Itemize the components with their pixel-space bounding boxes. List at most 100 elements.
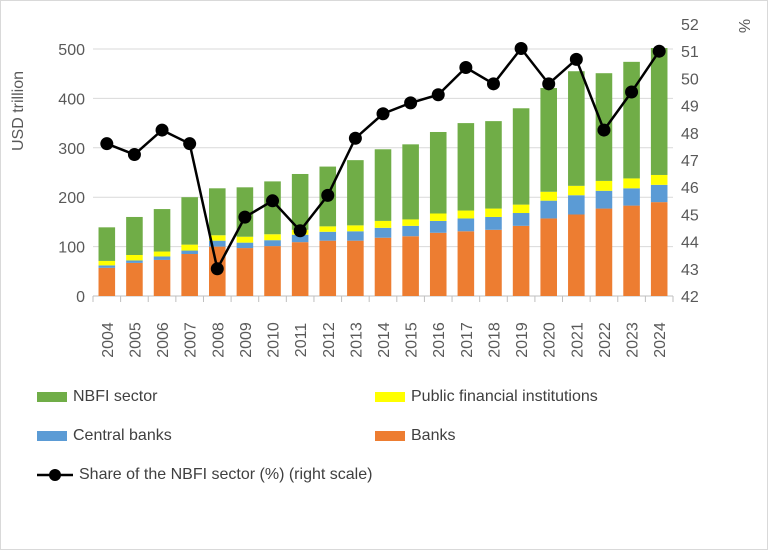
line-point xyxy=(652,44,666,58)
x-tick-label: 2024 xyxy=(652,322,669,358)
bar-public-financial-institutions xyxy=(457,210,475,219)
bar-central-banks xyxy=(347,231,364,241)
bar-public-financial-institutions xyxy=(126,254,143,261)
bar-public-financial-institutions xyxy=(264,234,281,241)
bar-public-financial-institutions xyxy=(429,213,447,221)
legend-label: NBFI sector xyxy=(73,388,158,405)
line-point xyxy=(266,194,280,208)
legend-nbfi: NBFI sector xyxy=(37,388,157,406)
legend-label: Banks xyxy=(411,427,456,444)
y2-tick-label: 46 xyxy=(681,180,699,197)
y-tick-label: 200 xyxy=(58,190,85,207)
bar-central-banks xyxy=(485,216,502,230)
bar-banks xyxy=(319,240,337,296)
y2-axis-label: % xyxy=(735,19,752,33)
legend-label: Central banks xyxy=(73,427,172,444)
bar-public-financial-institutions xyxy=(568,185,585,196)
bar-banks xyxy=(126,262,143,296)
bar-central-banks xyxy=(623,188,640,206)
bar-nbfi-sector xyxy=(347,160,364,226)
bar-banks xyxy=(153,259,171,296)
legend-swatch xyxy=(37,431,67,441)
x-tick-label: 2007 xyxy=(183,322,200,358)
bar-central-banks xyxy=(264,240,281,247)
bar-central-banks xyxy=(181,250,198,255)
line-point xyxy=(404,96,418,110)
legend-share: Share of the NBFI sector (%) (right scal… xyxy=(37,466,372,484)
y-tick-label: 400 xyxy=(58,91,85,108)
line-point xyxy=(100,137,114,151)
bar-central-banks xyxy=(512,213,530,226)
bar-public-financial-institutions xyxy=(650,174,668,185)
bar-nbfi-sector xyxy=(374,149,392,221)
bar-central-banks xyxy=(374,227,392,238)
line-point xyxy=(459,61,473,75)
y-tick-label: 500 xyxy=(58,42,85,59)
x-tick-label: 2020 xyxy=(542,322,559,358)
bar-public-financial-institutions xyxy=(374,220,392,228)
bar-nbfi-sector xyxy=(264,181,281,235)
x-tick-label: 2012 xyxy=(321,322,338,358)
bar-central-banks xyxy=(650,184,668,203)
bar-public-financial-institutions xyxy=(402,219,419,226)
bar-public-financial-institutions xyxy=(595,180,613,191)
bar-banks xyxy=(457,231,475,296)
y2-tick-label: 42 xyxy=(681,289,699,306)
bar-public-financial-institutions xyxy=(98,260,116,266)
y2-tick-label: 51 xyxy=(681,44,699,61)
bar-nbfi-sector xyxy=(623,61,640,179)
bar-nbfi-sector xyxy=(291,173,309,230)
x-tick-label: 2018 xyxy=(486,322,503,358)
bar-banks xyxy=(236,248,254,296)
bar-banks xyxy=(623,205,640,296)
bar-public-financial-institutions xyxy=(623,178,640,189)
bar-public-financial-institutions xyxy=(347,225,364,232)
bar-nbfi-sector xyxy=(181,197,198,245)
line-point xyxy=(127,148,141,162)
x-tick-label: 2004 xyxy=(100,322,117,358)
x-tick-label: 2009 xyxy=(238,322,255,358)
bar-nbfi-sector xyxy=(209,188,226,236)
bar-banks xyxy=(402,236,419,296)
bar-central-banks xyxy=(402,225,419,237)
bar-banks xyxy=(264,246,281,296)
bar-public-financial-institutions xyxy=(512,204,530,214)
y-tick-label: 100 xyxy=(58,240,85,257)
line-point xyxy=(293,224,307,238)
bar-central-banks xyxy=(540,200,557,219)
bar-banks xyxy=(181,254,198,296)
line-point xyxy=(597,123,611,137)
y2-tick-label: 45 xyxy=(681,207,699,224)
bar-central-banks xyxy=(319,231,337,241)
x-tick-label: 2019 xyxy=(514,322,531,358)
line-point xyxy=(514,41,528,55)
x-tick-label: 2013 xyxy=(348,322,365,358)
bar-public-financial-institutions xyxy=(485,208,502,217)
bar-public-financial-institutions xyxy=(236,236,254,243)
y2-tick-label: 52 xyxy=(681,17,699,34)
bar-central-banks xyxy=(291,234,309,243)
x-tick-label: 2017 xyxy=(459,322,476,358)
x-tick-label: 2006 xyxy=(155,322,172,358)
x-tick-label: 2010 xyxy=(266,322,283,358)
bar-central-banks xyxy=(98,265,116,268)
line-point xyxy=(376,107,390,121)
x-tick-label: 2016 xyxy=(431,322,448,358)
bar-nbfi-sector xyxy=(126,216,143,255)
legend-swatch xyxy=(375,392,405,402)
bar-banks xyxy=(347,240,364,296)
bar-public-financial-institutions xyxy=(181,244,198,251)
bar-banks xyxy=(568,214,585,296)
y2-tick-label: 43 xyxy=(681,262,699,279)
bar-nbfi-sector xyxy=(512,108,530,205)
x-tick-label: 2015 xyxy=(404,322,421,358)
bar-banks xyxy=(291,242,309,296)
bar-central-banks xyxy=(153,256,171,260)
bar-central-banks xyxy=(595,190,613,209)
y-tick-label: 0 xyxy=(76,289,85,306)
y2-tick-label: 44 xyxy=(681,235,699,252)
bar-central-banks xyxy=(236,242,254,249)
bar-public-financial-institutions xyxy=(540,191,557,201)
